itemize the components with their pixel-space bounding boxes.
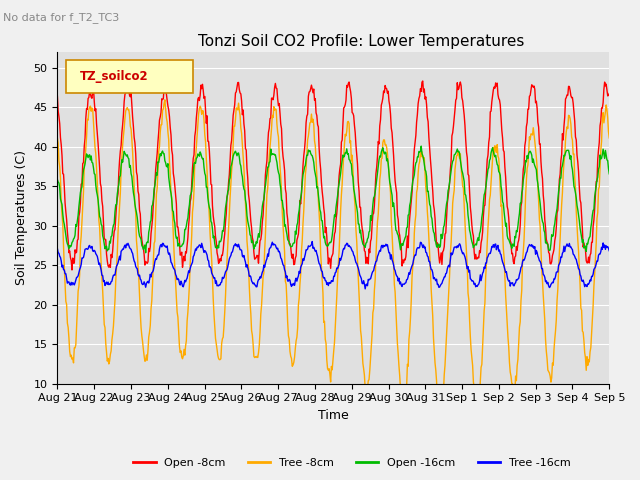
Open -8cm bbox=[605, 91, 613, 96]
Open -8cm bbox=[177, 252, 185, 257]
Tree -16cm bbox=[308, 239, 316, 244]
Open -16cm bbox=[54, 177, 61, 182]
Open -16cm bbox=[177, 243, 185, 249]
Line: Open -8cm: Open -8cm bbox=[58, 81, 609, 270]
Open -8cm bbox=[63, 229, 71, 235]
Tree -16cm bbox=[402, 280, 410, 286]
Open -16cm bbox=[63, 241, 71, 247]
Tree -8cm bbox=[206, 232, 214, 238]
Open -8cm bbox=[121, 92, 129, 97]
Open -8cm bbox=[419, 78, 427, 84]
Open -16cm bbox=[417, 143, 425, 149]
Tree -8cm bbox=[177, 348, 185, 354]
Open -16cm bbox=[206, 207, 214, 213]
Tree -8cm bbox=[418, 149, 426, 155]
Text: No data for f_T2_TC3: No data for f_T2_TC3 bbox=[3, 12, 120, 23]
Tree -8cm bbox=[400, 410, 408, 416]
Tree -16cm bbox=[54, 246, 61, 252]
Tree -8cm bbox=[605, 135, 613, 141]
Tree -8cm bbox=[54, 135, 61, 141]
Open -16cm bbox=[120, 148, 128, 154]
Text: TZ_soilco2: TZ_soilco2 bbox=[79, 71, 148, 84]
Tree -16cm bbox=[362, 286, 369, 292]
Open -8cm bbox=[417, 88, 425, 94]
Open -16cm bbox=[418, 151, 426, 156]
Open -16cm bbox=[401, 235, 409, 240]
Tree -16cm bbox=[205, 264, 213, 270]
Legend: Open -8cm, Tree -8cm, Open -16cm, Tree -16cm: Open -8cm, Tree -8cm, Open -16cm, Tree -… bbox=[129, 453, 575, 472]
Tree -8cm bbox=[161, 97, 169, 103]
Open -8cm bbox=[68, 267, 76, 273]
Tree -16cm bbox=[63, 280, 71, 286]
Open -16cm bbox=[142, 250, 150, 256]
Tree -8cm bbox=[402, 383, 410, 389]
Line: Open -16cm: Open -16cm bbox=[58, 146, 609, 253]
Tree -8cm bbox=[63, 320, 71, 326]
FancyBboxPatch shape bbox=[66, 60, 193, 93]
Tree -16cm bbox=[418, 242, 426, 248]
Tree -8cm bbox=[120, 125, 128, 131]
Open -8cm bbox=[206, 163, 214, 168]
Title: Tonzi Soil CO2 Profile: Lower Temperatures: Tonzi Soil CO2 Profile: Lower Temperatur… bbox=[198, 34, 524, 49]
Open -8cm bbox=[54, 93, 61, 99]
Open -8cm bbox=[401, 257, 409, 263]
Open -16cm bbox=[605, 171, 613, 177]
Tree -16cm bbox=[177, 282, 184, 288]
Line: Tree -16cm: Tree -16cm bbox=[58, 241, 609, 289]
X-axis label: Time: Time bbox=[318, 409, 349, 422]
Tree -16cm bbox=[120, 244, 128, 250]
Line: Tree -8cm: Tree -8cm bbox=[58, 100, 609, 413]
Tree -16cm bbox=[605, 248, 613, 253]
Y-axis label: Soil Temperatures (C): Soil Temperatures (C) bbox=[15, 150, 28, 285]
